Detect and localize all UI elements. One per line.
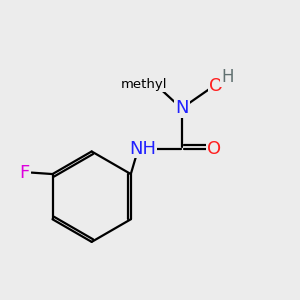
Text: O: O xyxy=(208,77,223,95)
Text: O: O xyxy=(207,140,221,158)
Text: NH: NH xyxy=(129,140,156,158)
Text: N: N xyxy=(175,99,189,117)
Text: F: F xyxy=(20,164,30,181)
Text: methyl: methyl xyxy=(120,78,167,91)
Text: H: H xyxy=(221,68,233,86)
